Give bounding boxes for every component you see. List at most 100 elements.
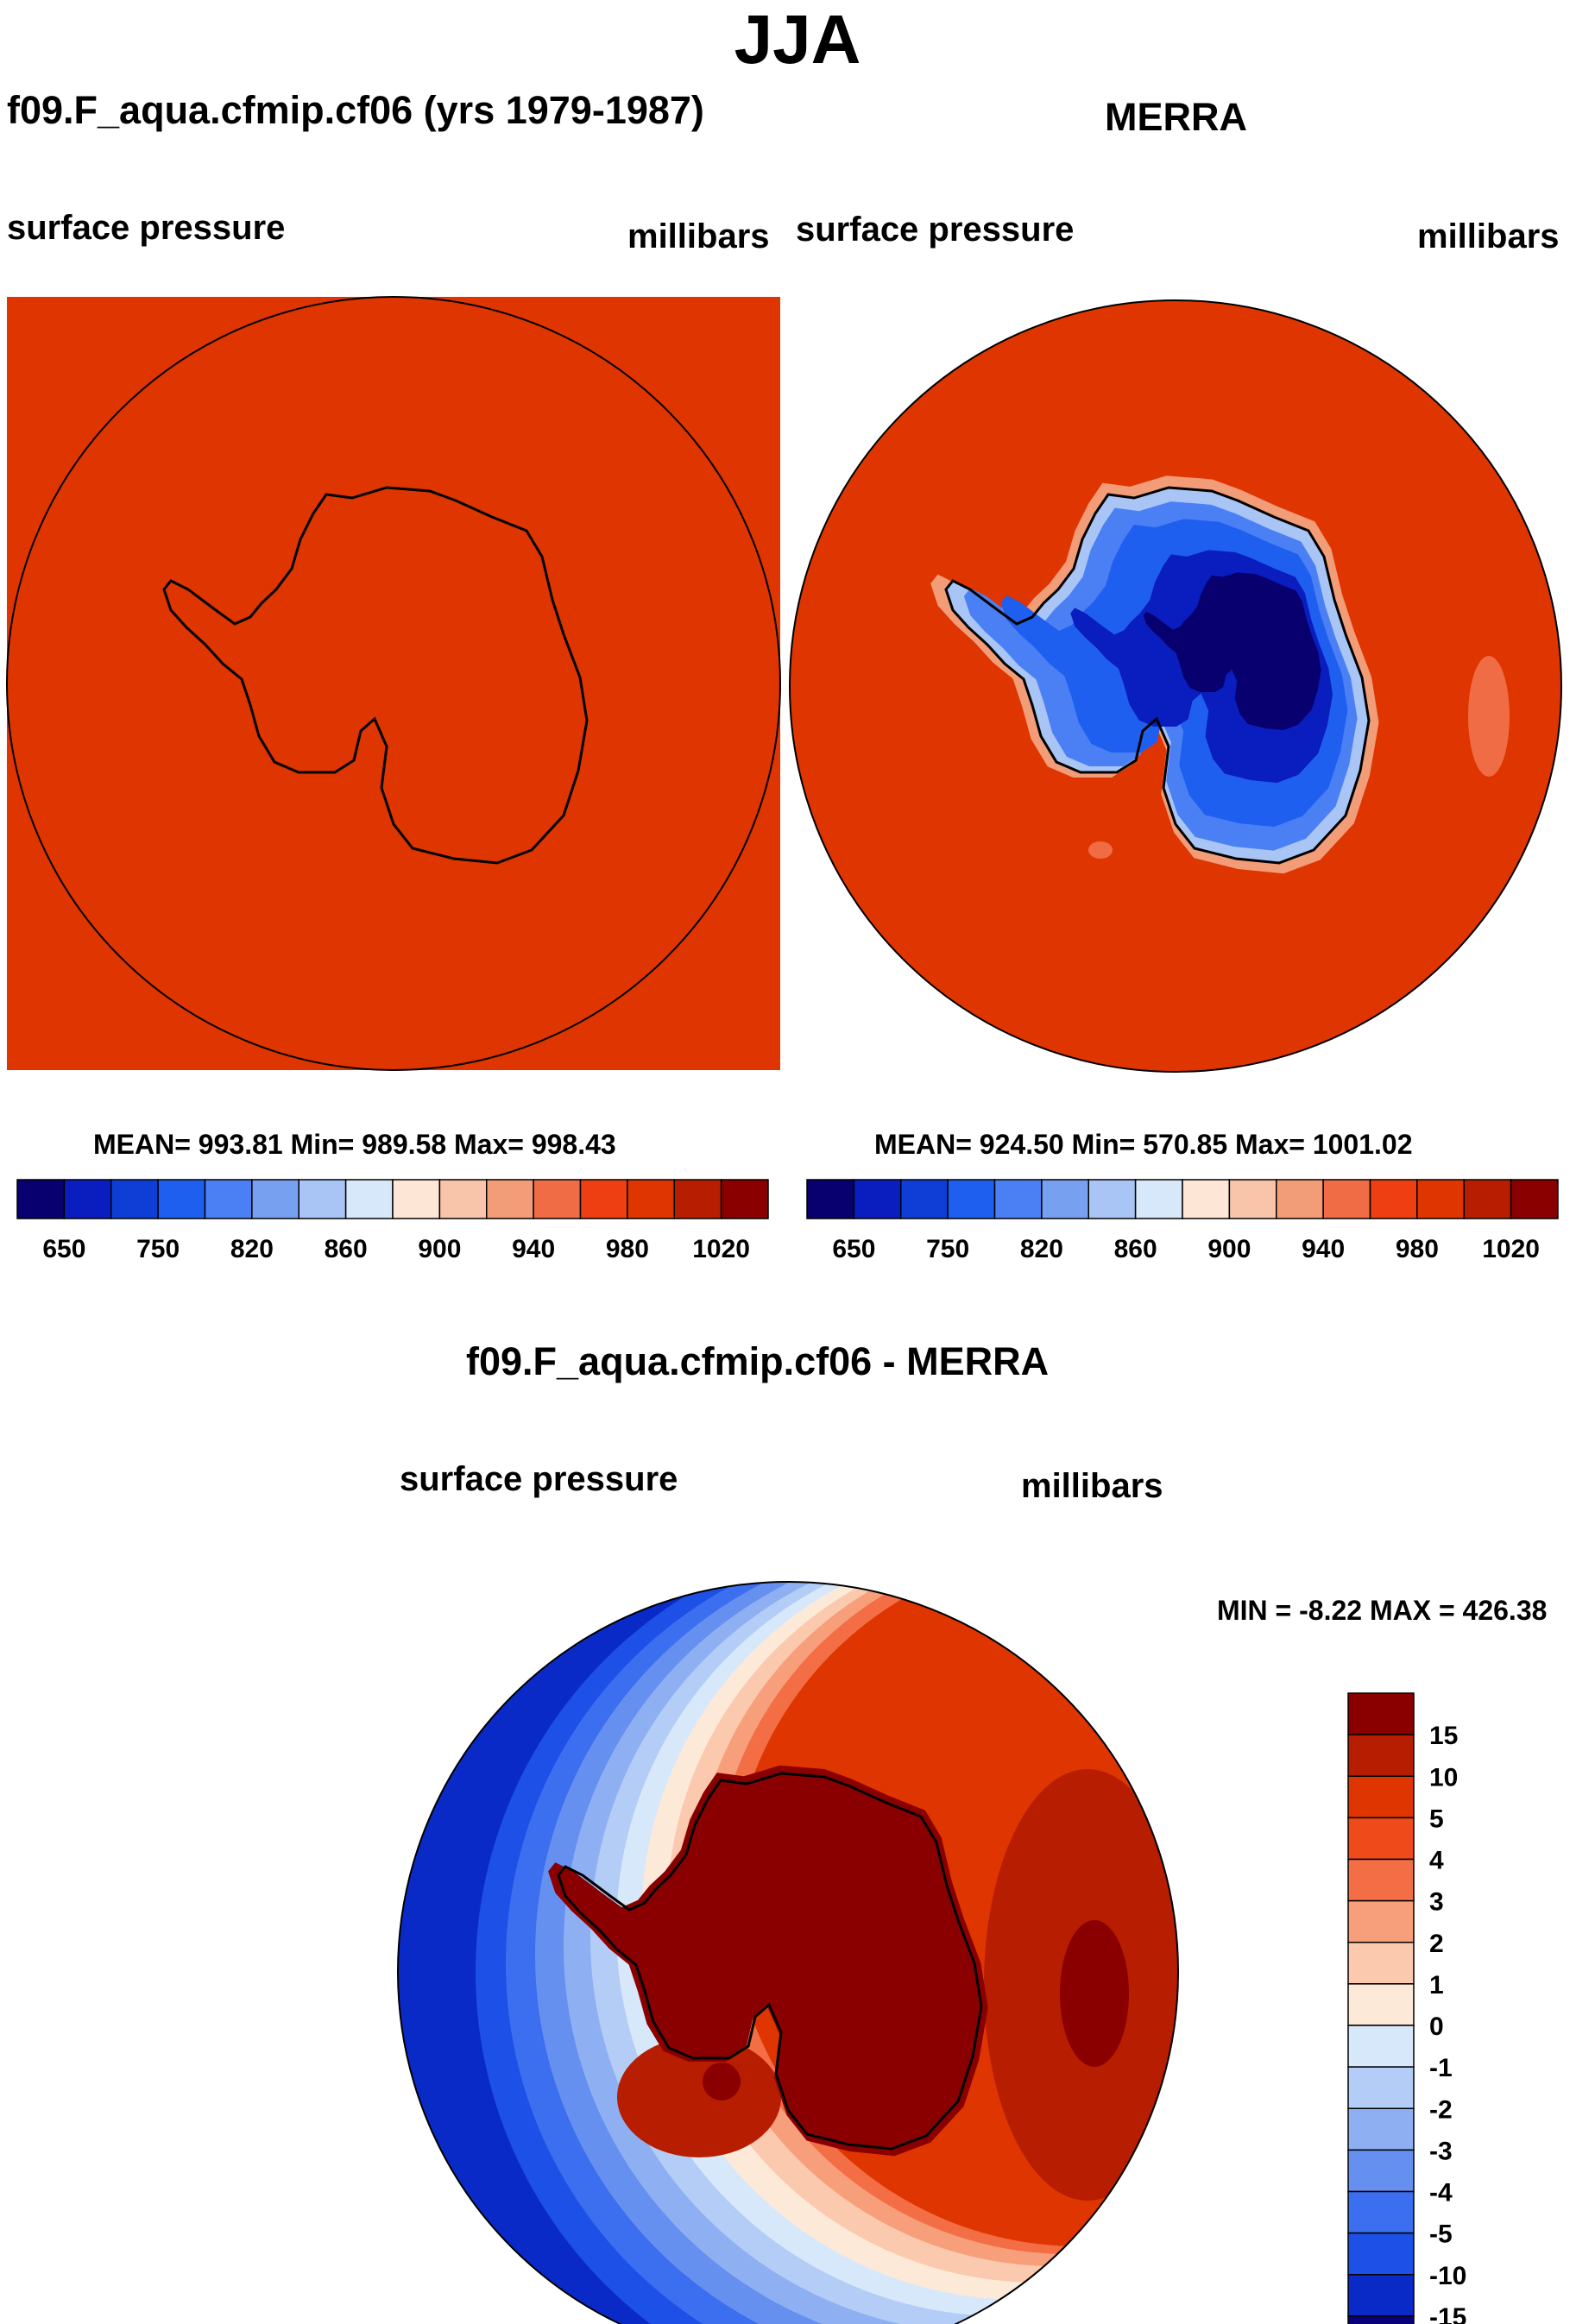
panel1-colorbar-box-14 bbox=[673, 1179, 722, 1219]
figure-title: JJA bbox=[734, 1, 861, 78]
panel2-colorbar-box-8 bbox=[1182, 1179, 1231, 1219]
panel1-colorbar-tick-label: 860 bbox=[325, 1235, 368, 1263]
panel1-colorbar-box-11 bbox=[533, 1179, 582, 1219]
panel2-units: millibars bbox=[1417, 217, 1560, 255]
panel1-title: f09.F_aqua.cfmip.cf06 (yrs 1979-1987) bbox=[7, 88, 704, 132]
panel3-colorbar-tick-label: -5 bbox=[1429, 2220, 1453, 2249]
panel1-colorbar-box-3 bbox=[157, 1179, 206, 1219]
panel3-colorbar-box-13 bbox=[1347, 2232, 1415, 2276]
panel3-colorbar-tick-label: 0 bbox=[1429, 2012, 1444, 2041]
panel2-colorbar-tick-label: 1020 bbox=[1482, 1235, 1540, 1263]
panel2-colorbar-box-2 bbox=[900, 1179, 949, 1219]
panel1-stats: MEAN= 993.81 Min= 989.58 Max= 998.43 bbox=[93, 1129, 616, 1160]
panel3-colorbar-tick-label: 15 bbox=[1429, 1722, 1458, 1750]
panel2-colorbar-tick-label: 900 bbox=[1207, 1235, 1251, 1263]
panel3-colorbar-box-6 bbox=[1347, 1942, 1415, 1985]
panel3-colorbar-box-4 bbox=[1347, 1858, 1415, 1902]
panel1-colorbar-tick-label: 650 bbox=[42, 1235, 85, 1263]
panel2-title: MERRA bbox=[1105, 95, 1247, 139]
panel1-colorbar-tick-label: 750 bbox=[136, 1235, 180, 1263]
panel3-colorbar-tick-label: 5 bbox=[1429, 1804, 1444, 1833]
panel1-colorbar-box-9 bbox=[438, 1179, 488, 1219]
panel1-map bbox=[6, 296, 781, 1071]
panel2-colorbar-box-0 bbox=[806, 1179, 855, 1219]
panel3-colorbar-box-14 bbox=[1347, 2274, 1415, 2317]
panel2-colorbar-box-12 bbox=[1369, 1179, 1418, 1219]
panel1-colorbar-box-4 bbox=[204, 1179, 253, 1219]
panel2-colorbar-box-5 bbox=[1041, 1179, 1089, 1219]
panel3-map bbox=[397, 1581, 1179, 2324]
panel1-colorbar-box-10 bbox=[486, 1179, 534, 1219]
panel2-map-border bbox=[789, 299, 1562, 1073]
panel1-colorbar-tick-label: 820 bbox=[230, 1235, 274, 1263]
panel2-colorbar-box-10 bbox=[1276, 1179, 1324, 1219]
panel2-colorbar-tick-label: 750 bbox=[926, 1235, 969, 1263]
panel2-colorbar-box-6 bbox=[1088, 1179, 1137, 1219]
panel3-map-border bbox=[397, 1581, 1179, 2324]
panel3-stats: MIN = -8.22 MAX = 426.38 bbox=[1217, 1595, 1548, 1626]
panel1-colorbar-box-13 bbox=[627, 1179, 675, 1219]
panel1-map-border bbox=[6, 296, 781, 1071]
panel2-colorbar-box-1 bbox=[853, 1179, 902, 1219]
panel3-units: millibars bbox=[1021, 1467, 1163, 1505]
panel2-colorbar-box-11 bbox=[1322, 1179, 1371, 1219]
panel3-title: f09.F_aqua.cfmip.cf06 - MERRA bbox=[466, 1339, 1050, 1383]
panel1-colorbar-tick-label: 980 bbox=[606, 1235, 649, 1263]
panel1-units: millibars bbox=[627, 217, 770, 255]
panel2-colorbar-box-13 bbox=[1416, 1179, 1465, 1219]
panel2-colorbar-box-14 bbox=[1463, 1179, 1512, 1219]
panel3-colorbar-tick-label: -1 bbox=[1429, 2054, 1453, 2082]
panel3-colorbar-tick-label: -4 bbox=[1429, 2179, 1453, 2207]
panel1-variable: surface pressure bbox=[7, 209, 286, 247]
panel3-colorbar-tick-label: -10 bbox=[1429, 2262, 1466, 2290]
panel2-colorbar-tick-label: 650 bbox=[832, 1235, 875, 1263]
panel1-colorbar-box-7 bbox=[344, 1179, 394, 1219]
panel2-low-anomaly bbox=[1468, 656, 1510, 777]
panel1-colorbar-box-8 bbox=[392, 1179, 441, 1219]
panel3-colorbar-box-12 bbox=[1347, 2190, 1415, 2234]
panel1-field bbox=[7, 297, 780, 1070]
panel2-colorbar-box-15 bbox=[1510, 1179, 1559, 1219]
panel3-colorbar-tick-label: 3 bbox=[1429, 1888, 1444, 1917]
panel3-colorbar-box-5 bbox=[1347, 1899, 1415, 1943]
panel1-colorbar-box-1 bbox=[63, 1179, 112, 1219]
panel3-colorbar-box-2 bbox=[1347, 1775, 1415, 1819]
panel2-colorbar-box-3 bbox=[947, 1179, 996, 1219]
panel3-colorbar-tick-label: 10 bbox=[1429, 1763, 1458, 1792]
panel1-colorbar-box-0 bbox=[16, 1179, 66, 1219]
panel3-colorbar-tick-label: 4 bbox=[1429, 1847, 1444, 1875]
panel3-contour-15-east bbox=[1060, 1920, 1129, 2067]
panel3-colorbar-tick-label: 1 bbox=[1429, 1971, 1444, 2000]
panel2-colorbar-box-4 bbox=[993, 1179, 1043, 1219]
panel1-colorbar-box-2 bbox=[110, 1179, 159, 1219]
panel2-colorbar-box-9 bbox=[1228, 1179, 1277, 1219]
panel2-colorbar-tick-label: 940 bbox=[1302, 1235, 1345, 1263]
panel2-map bbox=[789, 299, 1562, 1073]
panel2-colorbar-tick-label: 860 bbox=[1114, 1235, 1157, 1263]
panel1-colorbar-box-5 bbox=[251, 1179, 299, 1219]
panel2-colorbar-tick-label: 980 bbox=[1396, 1235, 1439, 1263]
panel1-colorbar-box-12 bbox=[579, 1179, 628, 1219]
panel3-colorbar-box-10 bbox=[1347, 2107, 1415, 2151]
panel3-colorbar-box-8 bbox=[1347, 2025, 1415, 2068]
panel3-colorbar-box-15 bbox=[1347, 2315, 1415, 2324]
panel3-contour-15-south bbox=[703, 2063, 741, 2100]
panel3-colorbar-tick-label: -2 bbox=[1429, 2095, 1453, 2124]
panel2-colorbar: 650 750 820 860 900 940 980 1020 bbox=[806, 1179, 1559, 1263]
panel1-colorbar: 650 750 820 860 900 940 980 1020 bbox=[16, 1179, 769, 1263]
panel2-small-anomaly bbox=[1088, 841, 1113, 859]
panel2-colorbar-tick-label: 820 bbox=[1020, 1235, 1063, 1263]
panel1-colorbar-box-6 bbox=[298, 1179, 347, 1219]
panel3-colorbar-box-7 bbox=[1347, 1983, 1415, 2026]
panel2-stats: MEAN= 924.50 Min= 570.85 Max= 1001.02 bbox=[874, 1129, 1413, 1160]
panel3-colorbar-tick-label: 2 bbox=[1429, 1930, 1444, 1958]
panel3-variable: surface pressure bbox=[400, 1460, 678, 1498]
panel3-colorbar-box-1 bbox=[1347, 1734, 1415, 1777]
panel2-colorbar-box-7 bbox=[1134, 1179, 1183, 1219]
panel1-colorbar-tick-label: 900 bbox=[418, 1235, 461, 1263]
panel1-colorbar-tick-label: 940 bbox=[512, 1235, 555, 1263]
panel3-colorbar-box-9 bbox=[1347, 2066, 1415, 2109]
panel3-colorbar-box-0 bbox=[1347, 1692, 1415, 1735]
